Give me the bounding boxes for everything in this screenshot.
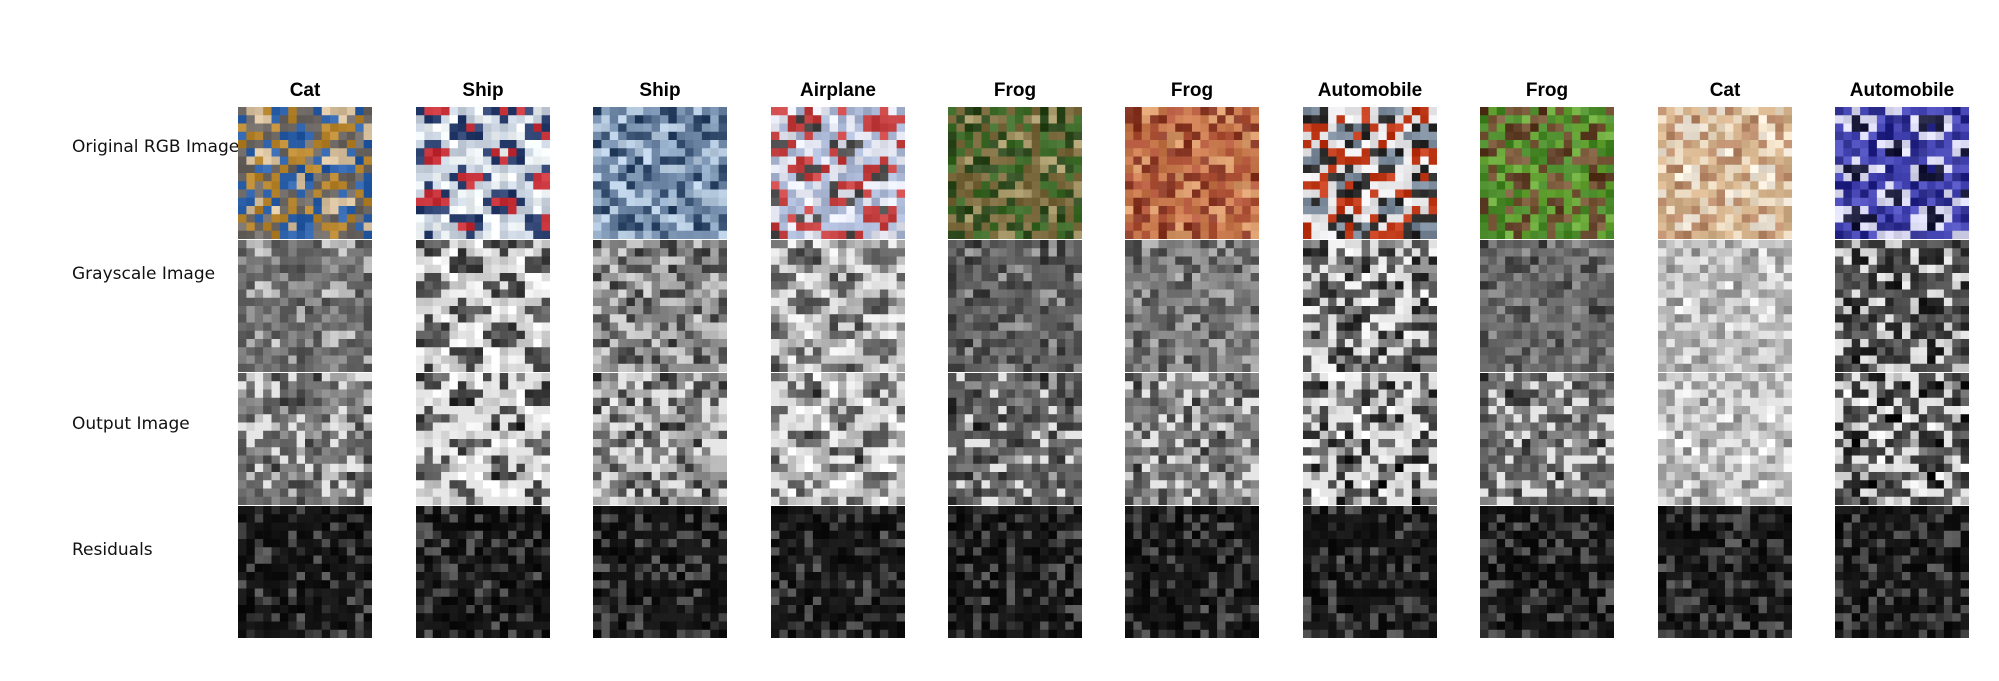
tile-pixels (1303, 506, 1437, 638)
output-image-tile (1658, 373, 1792, 505)
gray-image-tile (1835, 240, 1969, 372)
rgb-image-tile (416, 107, 550, 239)
tile-pixels (1658, 506, 1792, 638)
residual-image-tile (771, 506, 905, 638)
tile-pixels (1480, 107, 1614, 239)
tile-pixels (771, 107, 905, 239)
rgb-image-tile (1480, 107, 1614, 239)
output-image-tile (1835, 373, 1969, 505)
gray-image-tile (238, 240, 372, 372)
row-label-grayscale: Grayscale Image (72, 264, 216, 284)
gray-image-tile (1125, 240, 1259, 372)
column-title: Ship (462, 80, 504, 101)
tile-pixels (416, 107, 550, 239)
gray-image-tile (771, 240, 905, 372)
tile-pixels (1480, 373, 1614, 505)
column-title: Frog (1525, 80, 1569, 101)
tile-pixels (948, 373, 1082, 505)
tile-pixels (593, 373, 727, 505)
tile-pixels (771, 373, 905, 505)
residual-image-tile (1125, 506, 1259, 638)
output-image-tile (416, 373, 550, 505)
gray-image-tile (593, 240, 727, 372)
tile-pixels (1658, 240, 1792, 372)
tile-pixels (238, 506, 372, 638)
tile-pixels (1658, 107, 1792, 239)
tile-pixels (1125, 107, 1259, 239)
column-title: Cat (1709, 80, 1741, 101)
tile-pixels (948, 240, 1082, 372)
tile-pixels (593, 506, 727, 638)
output-image-tile (1480, 373, 1614, 505)
tile-pixels (1835, 506, 1969, 638)
residual-image-tile (1480, 506, 1614, 638)
tile-pixels (771, 506, 905, 638)
tile-pixels (238, 373, 372, 505)
residual-image-tile (948, 506, 1082, 638)
rgb-image-tile (1658, 107, 1792, 239)
output-image-tile (948, 373, 1082, 505)
rgb-image-tile (771, 107, 905, 239)
gray-image-tile (1303, 240, 1437, 372)
column-title: Frog (1170, 80, 1214, 101)
gray-image-tile (1658, 240, 1792, 372)
tile-pixels (238, 240, 372, 372)
residual-image-tile (1835, 506, 1969, 638)
rgb-image-tile (1303, 107, 1437, 239)
column-title: Frog (993, 80, 1037, 101)
tile-pixels (1125, 240, 1259, 372)
tile-pixels (1303, 373, 1437, 505)
rgb-image-tile (1835, 107, 1969, 239)
tile-pixels (238, 107, 372, 239)
tile-pixels (1835, 107, 1969, 239)
tile-pixels (1125, 506, 1259, 638)
tile-pixels (1480, 240, 1614, 372)
column-title: Cat (289, 80, 321, 101)
tile-pixels (771, 240, 905, 372)
column-title: Ship (639, 80, 681, 101)
gray-image-tile (416, 240, 550, 372)
column-title: Automobile (1849, 80, 1955, 101)
row-label-original-rgb: Original RGB Image (72, 137, 240, 157)
row-label-output: Output Image (72, 414, 190, 434)
tile-pixels (1835, 373, 1969, 505)
output-image-tile (593, 373, 727, 505)
tile-pixels (416, 506, 550, 638)
tile-pixels (1658, 373, 1792, 505)
tile-pixels (593, 107, 727, 239)
residual-image-tile (416, 506, 550, 638)
output-image-tile (1125, 373, 1259, 505)
tile-pixels (1125, 373, 1259, 505)
residual-image-tile (1303, 506, 1437, 638)
tile-pixels (948, 506, 1082, 638)
tile-pixels (1835, 240, 1969, 372)
residual-image-tile (1658, 506, 1792, 638)
rgb-image-tile (593, 107, 727, 239)
residual-image-tile (593, 506, 727, 638)
column-title: Airplane (799, 80, 877, 101)
tile-pixels (1303, 107, 1437, 239)
tile-pixels (948, 107, 1082, 239)
row-label-residuals: Residuals (72, 540, 153, 560)
output-image-tile (1303, 373, 1437, 505)
tile-pixels (416, 240, 550, 372)
rgb-image-tile (1125, 107, 1259, 239)
residual-image-tile (238, 506, 372, 638)
rgb-image-tile (948, 107, 1082, 239)
gray-image-tile (1480, 240, 1614, 372)
gray-image-tile (948, 240, 1082, 372)
column-title: Automobile (1317, 80, 1423, 101)
output-image-tile (771, 373, 905, 505)
tile-pixels (1480, 506, 1614, 638)
tile-pixels (1303, 240, 1437, 372)
rgb-image-tile (238, 107, 372, 239)
tile-pixels (416, 373, 550, 505)
output-image-tile (238, 373, 372, 505)
tile-pixels (593, 240, 727, 372)
